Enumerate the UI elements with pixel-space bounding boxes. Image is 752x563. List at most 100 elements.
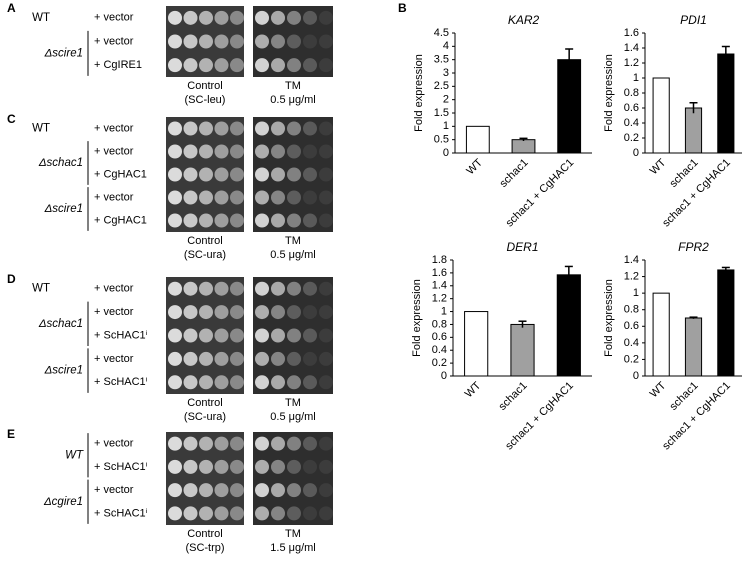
yeast-spot	[303, 281, 317, 296]
plasmid-label: + vector	[94, 484, 134, 496]
y-tick-label: 1	[443, 120, 449, 132]
yeast-spot	[168, 190, 182, 205]
y-tick-label: 0	[443, 147, 449, 159]
yeast-spot	[230, 144, 244, 159]
plate-caption: (SC-ura)	[184, 249, 226, 261]
yeast-spot	[183, 459, 198, 474]
yeast-spot	[230, 506, 244, 521]
plate-caption: TM	[285, 80, 301, 92]
yeast-spot	[168, 328, 182, 343]
yeast-spot	[214, 506, 229, 521]
yeast-spot	[271, 351, 285, 366]
yeast-spot	[271, 506, 285, 521]
yeast-spot	[287, 58, 301, 73]
yeast-spot	[271, 121, 285, 136]
yeast-spot	[319, 281, 333, 296]
yeast-spot	[214, 34, 229, 49]
y-tick-label: 0	[633, 370, 639, 382]
y-tick-label: 1.4	[624, 42, 639, 54]
yeast-spot	[183, 10, 198, 25]
yeast-spot	[199, 351, 213, 366]
yeast-spot	[214, 459, 229, 474]
yeast-spot	[214, 58, 229, 73]
yeast-spot	[168, 121, 182, 136]
plasmid-label: + vector	[94, 191, 134, 203]
yeast-spot	[319, 34, 333, 49]
yeast-spot	[199, 459, 213, 474]
y-tick-label: 0.6	[624, 320, 639, 332]
yeast-spot	[230, 58, 244, 73]
y-tick-label: 0.8	[432, 318, 447, 330]
yeast-spot	[214, 328, 229, 343]
yeast-spot	[287, 190, 301, 205]
yeast-spot	[168, 10, 182, 25]
plate-caption: 1.5 μg/ml	[270, 542, 315, 554]
yeast-spot	[183, 167, 198, 182]
chart-title: DER1	[506, 240, 538, 254]
yeast-spot	[199, 58, 213, 73]
bar	[684, 317, 703, 377]
yeast-spot	[271, 375, 285, 390]
y-tick-label: 1	[633, 72, 639, 84]
yeast-spot	[230, 213, 244, 228]
yeast-spot	[183, 436, 198, 451]
y-axis-label: Fold expression	[603, 54, 615, 132]
yeast-spot	[183, 328, 198, 343]
yeast-spot	[214, 190, 229, 205]
yeast-spot	[303, 375, 317, 390]
yeast-spot	[271, 305, 285, 320]
yeast-spot	[287, 328, 301, 343]
yeast-spot	[255, 213, 269, 228]
yeast-spot	[199, 213, 213, 228]
y-tick-label: 0.4	[432, 344, 447, 356]
yeast-spot	[303, 328, 317, 343]
yeast-spot	[287, 167, 301, 182]
y-axis-label: Fold expression	[411, 279, 423, 357]
y-tick-label: 3	[443, 67, 449, 79]
yeast-spot	[319, 305, 333, 320]
plasmid-label: + vector	[94, 122, 134, 134]
y-tick-label: 0.4	[624, 117, 639, 129]
yeast-spot	[271, 436, 285, 451]
yeast-spot	[230, 459, 244, 474]
yeast-spot	[199, 144, 213, 159]
yeast-spot	[199, 121, 213, 136]
yeast-spot	[168, 34, 182, 49]
y-tick-label: 1	[441, 305, 447, 317]
yeast-spot	[199, 281, 213, 296]
bar	[652, 77, 670, 154]
panel-letter: A	[7, 1, 16, 15]
yeast-spot	[214, 351, 229, 366]
yeast-spot	[271, 459, 285, 474]
y-tick-label: 0.6	[432, 331, 447, 343]
yeast-spot	[319, 190, 333, 205]
y-axis-label: Fold expression	[603, 279, 615, 357]
y-tick-label: 1.4	[624, 254, 639, 266]
yeast-spot	[319, 58, 333, 73]
y-tick-label: 0.8	[624, 87, 639, 99]
yeast-spot	[168, 305, 182, 320]
yeast-spot	[319, 167, 333, 182]
strain-label: WT	[65, 449, 84, 461]
yeast-spot	[183, 506, 198, 521]
yeast-spot	[255, 144, 269, 159]
yeast-spot	[183, 144, 198, 159]
plasmid-label: + vector	[94, 353, 134, 365]
error-bar	[689, 316, 698, 319]
yeast-spot	[255, 281, 269, 296]
yeast-spot	[287, 144, 301, 159]
yeast-spot	[183, 351, 198, 366]
yeast-spot	[319, 459, 333, 474]
plate-caption: 0.5 μg/ml	[270, 249, 315, 261]
yeast-spot	[303, 190, 317, 205]
strain-label: Δscire1	[44, 47, 83, 59]
yeast-spot	[271, 281, 285, 296]
panel-letter: E	[7, 427, 15, 441]
plasmid-label: + ScHAC1ⁱ	[94, 507, 148, 519]
yeast-spot	[214, 121, 229, 136]
yeast-spot	[303, 34, 317, 49]
yeast-spot	[199, 328, 213, 343]
bar	[511, 139, 536, 154]
chart-title: PDI1	[680, 13, 707, 27]
